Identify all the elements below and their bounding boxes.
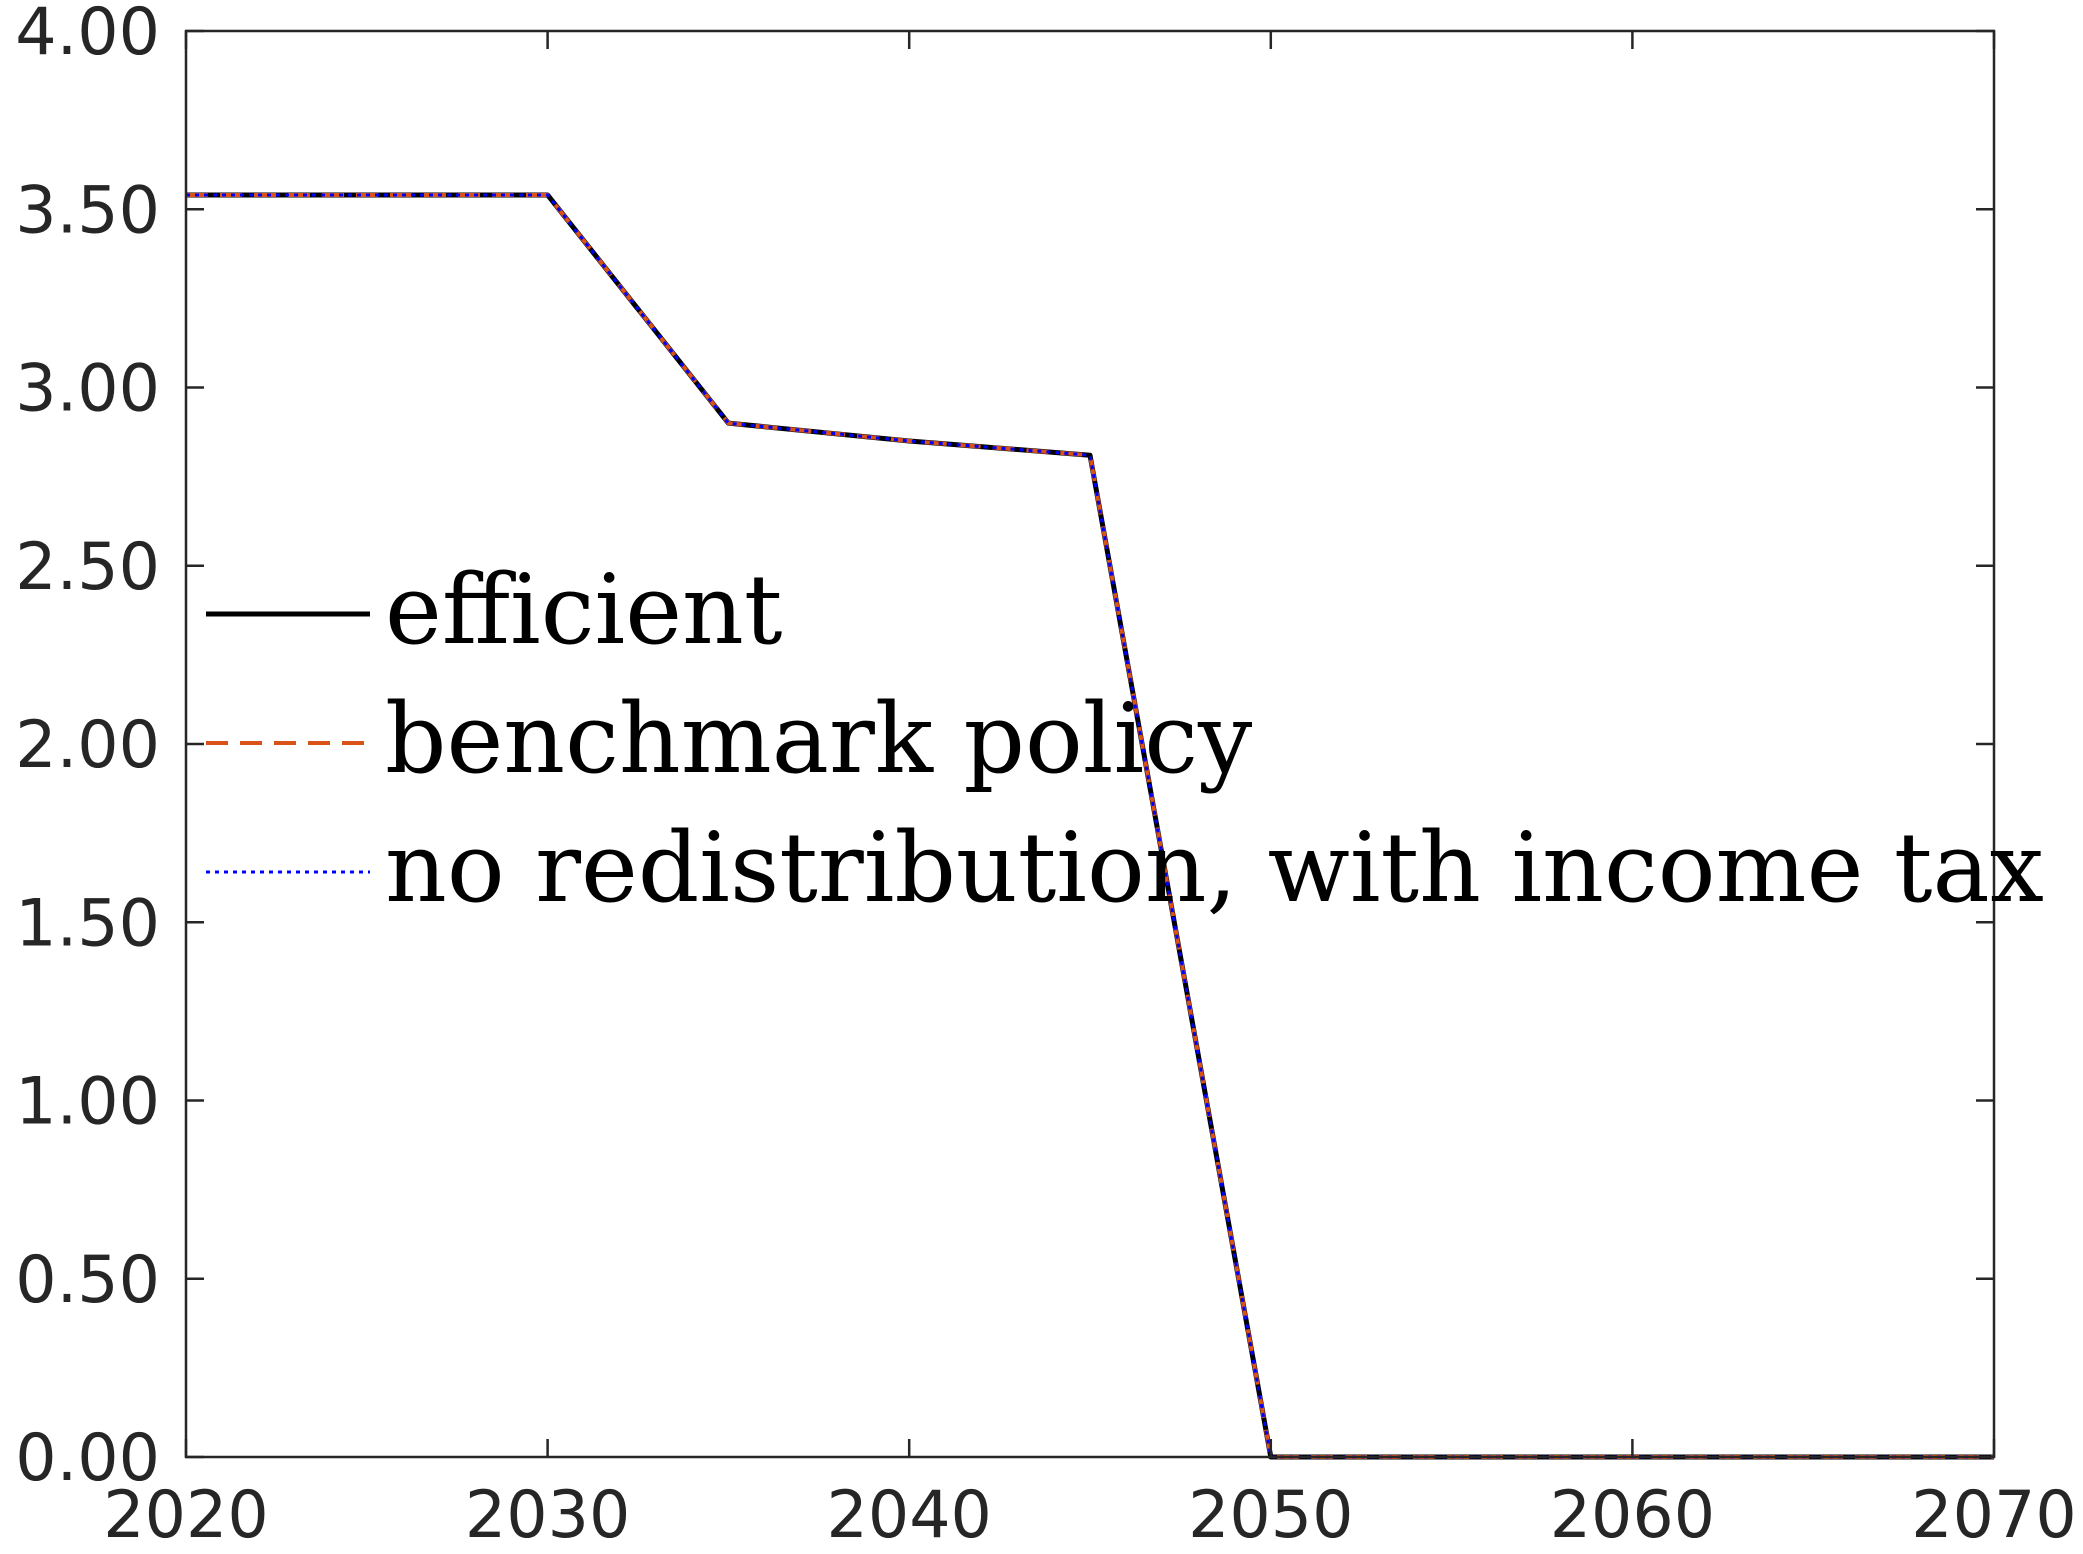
x-tick-label: 2060: [1550, 1478, 1715, 1553]
x-tick-label: 2020: [103, 1478, 268, 1553]
y-tick-label: 4.00: [15, 0, 160, 70]
legend-label-0: efficient: [385, 554, 782, 666]
y-tick-label: 0.00: [15, 1421, 160, 1496]
x-tick-label: 2050: [1188, 1478, 1353, 1553]
plot-area: [186, 31, 1994, 1457]
legend-label-2: no redistribution, with income tax: [385, 812, 2044, 924]
x-tick-label: 2040: [826, 1478, 991, 1553]
y-tick-label: 1.00: [15, 1065, 160, 1140]
y-tick-label: 3.00: [15, 352, 160, 427]
plot-background: [186, 31, 1994, 1457]
legend-label-1: benchmark policy: [385, 683, 1252, 795]
x-tick-label: 2070: [1911, 1478, 2076, 1553]
legend: efficient benchmark policy no redistributi…: [206, 554, 2044, 924]
y-tick-label: 2.00: [15, 708, 160, 783]
y-tick-label: 3.50: [15, 173, 160, 248]
y-tick-label: 1.50: [15, 886, 160, 961]
x-tick-label: 2030: [465, 1478, 630, 1553]
y-tick-label: 0.50: [15, 1243, 160, 1318]
axes-layer: 2020 2030 2040 2050 2060 2070 0.00 0.50 1.00 1.50…: [15, 0, 2076, 1553]
y-tick-label: 2.50: [15, 530, 160, 605]
